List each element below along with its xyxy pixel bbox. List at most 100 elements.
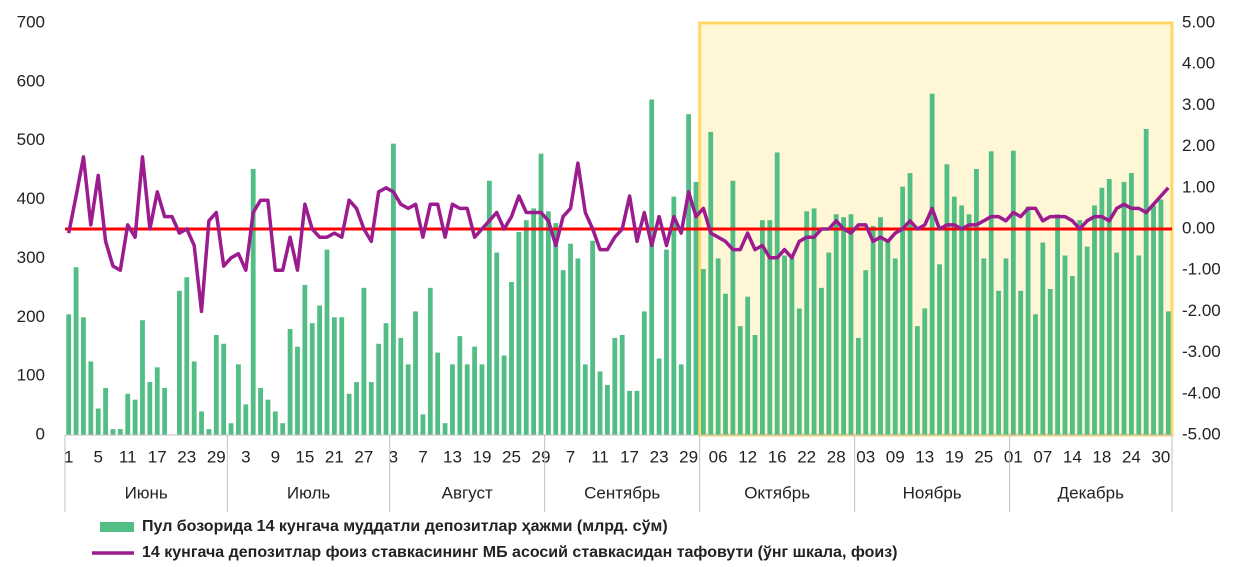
bar: [213, 334, 219, 435]
bar: [730, 180, 736, 435]
bar: [309, 323, 315, 435]
bar: [929, 93, 935, 435]
bar: [782, 255, 787, 435]
bar: [1062, 255, 1068, 435]
x-tick-label: 06: [709, 447, 728, 466]
bar: [678, 364, 684, 435]
y2-tick-label: -3.00: [1182, 342, 1221, 361]
bar: [1121, 181, 1127, 435]
x-tick-label: 28: [827, 447, 846, 466]
bar: [147, 382, 153, 435]
bar: [656, 358, 662, 435]
month-label: Декабрь: [1058, 483, 1124, 502]
bar: [184, 277, 190, 435]
x-tick-label: 19: [473, 447, 492, 466]
bar: [1129, 173, 1134, 436]
y-tick-label: 700: [17, 12, 45, 31]
bar: [922, 308, 928, 435]
bar: [1018, 290, 1024, 435]
bar: [634, 390, 640, 435]
bar: [914, 326, 920, 435]
bar: [405, 364, 411, 435]
bar: [612, 337, 618, 435]
bar: [575, 258, 581, 435]
bar: [132, 399, 138, 435]
bar: [331, 317, 337, 435]
bar: [841, 217, 846, 435]
bar: [81, 317, 86, 435]
x-tick-label: 9: [271, 447, 280, 466]
bar: [804, 211, 810, 435]
legend-swatch: [100, 522, 134, 532]
x-tick-label: 7: [566, 447, 575, 466]
bar: [435, 352, 441, 435]
bar: [627, 390, 632, 435]
bar: [523, 220, 529, 435]
y2-tick-label: 4.00: [1182, 54, 1215, 73]
y-tick-label: 300: [17, 248, 45, 267]
bar: [494, 252, 500, 435]
bar: [103, 387, 108, 435]
month-label: Октябрь: [744, 483, 810, 502]
x-tick-label: 3: [389, 447, 398, 466]
x-tick-label: 3: [241, 447, 250, 466]
bar: [295, 346, 300, 435]
bar: [302, 284, 308, 435]
x-tick-label: 29: [532, 447, 551, 466]
bar: [66, 314, 72, 435]
month-label: Июль: [287, 483, 331, 502]
bar: [258, 387, 263, 435]
y2-tick-label: -5.00: [1182, 424, 1221, 443]
x-tick-label: 5: [93, 447, 102, 466]
bar: [1158, 199, 1164, 435]
bar: [605, 384, 610, 435]
bar: [848, 214, 854, 435]
bar: [907, 173, 913, 436]
bar: [287, 329, 293, 435]
bar: [597, 371, 603, 435]
y2-tick-label: 2.00: [1182, 136, 1215, 155]
bar: [457, 336, 463, 435]
x-tick-label: 30: [1151, 447, 1170, 466]
y-tick-label: 400: [17, 189, 45, 208]
y2-tick-label: 0.00: [1182, 218, 1215, 237]
bar: [125, 393, 131, 435]
bar: [1047, 289, 1053, 435]
bar: [538, 153, 544, 436]
x-tick-label: 16: [768, 447, 787, 466]
bar: [833, 214, 839, 435]
month-label: Июнь: [125, 483, 168, 502]
bar: [649, 99, 655, 435]
bar: [1077, 220, 1083, 435]
bar: [486, 180, 492, 435]
x-tick-label: 22: [797, 447, 816, 466]
bar: [855, 337, 861, 435]
bar: [885, 240, 891, 435]
bar: [236, 364, 241, 435]
bar: [900, 186, 906, 435]
bar: [376, 343, 382, 435]
bar: [568, 243, 573, 435]
bar: [383, 323, 389, 435]
bar: [1114, 252, 1120, 435]
month-label: Август: [442, 483, 493, 502]
x-tick-label: 17: [148, 447, 167, 466]
bar: [361, 287, 367, 435]
bar: [826, 252, 832, 435]
bar: [73, 267, 79, 435]
bar: [686, 114, 692, 435]
bar: [715, 258, 721, 435]
bar: [354, 382, 359, 435]
bar: [774, 152, 780, 435]
x-tick-label: 18: [1092, 447, 1111, 466]
bar: [413, 311, 418, 435]
bar: [1025, 206, 1031, 435]
bar: [723, 293, 728, 435]
bar: [752, 334, 758, 435]
bar: [398, 337, 404, 435]
bar: [951, 196, 957, 435]
month-label: Ноябрь: [903, 483, 962, 502]
bar: [811, 208, 817, 435]
x-tick-label: 19: [945, 447, 964, 466]
x-tick-label: 25: [502, 447, 521, 466]
